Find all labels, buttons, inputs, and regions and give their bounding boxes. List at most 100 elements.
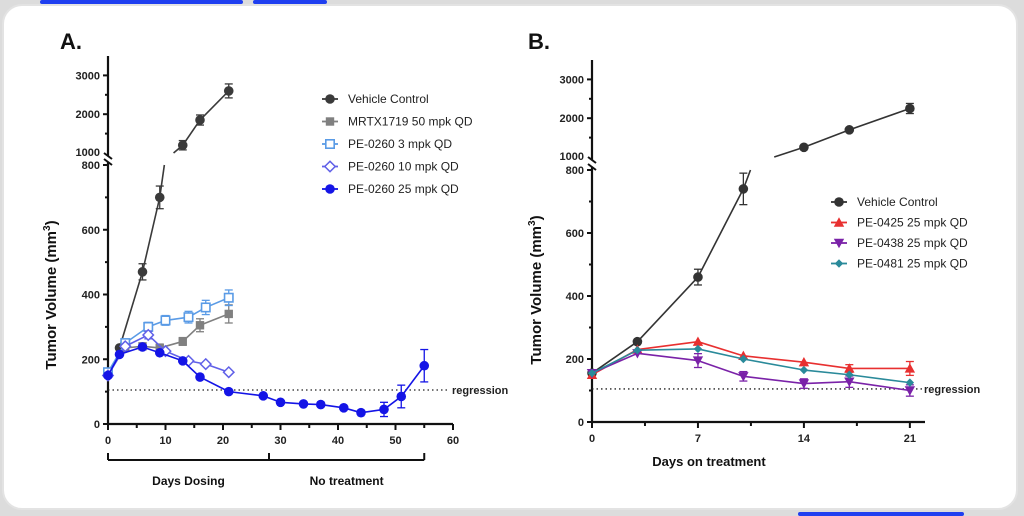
x-tick-label: 0 [589,433,595,445]
data-point [739,354,748,364]
data-point [178,337,187,346]
y-tick-label: 800 [82,160,100,172]
data-point [200,302,211,313]
axis-break-mark [587,156,597,164]
legend-marker-icon [834,197,844,207]
data-point [195,372,205,382]
series-line-segment [697,188,745,278]
y-tick-label: 3000 [76,70,100,82]
legend-marker-icon [323,160,337,173]
bracket-days-dosing: Days Dosing [107,453,270,488]
series-line-segment [636,276,699,343]
panel-label-b: B. [528,29,550,54]
y-tick-label: 600 [566,228,584,240]
series-pe-0260-25-mpk-qd [103,342,430,418]
data-point [844,363,855,373]
data-point [155,343,164,353]
data-point [195,321,205,330]
data-point [693,344,703,354]
data-point [118,340,132,353]
series-line-segment [118,271,144,349]
data-point [844,377,855,387]
data-point [632,336,643,347]
data-point [103,370,113,381]
data-point [137,267,148,277]
figure-card [2,4,1018,510]
y-tick-label: 0 [94,419,100,431]
data-point [798,379,810,389]
series-line-segment [803,369,850,376]
data-point [738,372,749,382]
legend-marker-icon [325,117,335,126]
legend-item: Vehicle Control [831,195,938,209]
legend-item: PE-0481 25 mpk QD [831,257,968,271]
legend-item: PE-0260 10 mpk QD [322,160,459,174]
x-tick-label: 14 [798,433,811,445]
data-point [379,404,389,415]
chart-panel-b: B. Tumor Volume (mm3) Days on treatment … [527,29,981,469]
x-tick-label: 20 [217,435,229,447]
data-point [223,386,234,397]
series-vehicle-control [114,83,234,353]
axis-break-mark [103,158,113,166]
data-point [904,386,916,396]
data-point [141,328,155,342]
data-point [693,272,703,282]
scroll-indicator-bottom[interactable] [798,512,964,516]
data-point [222,365,236,379]
data-point [199,357,213,371]
y-tick-label: 800 [566,165,584,177]
data-point [177,356,188,366]
legend-label: PE-0438 25 mpk QD [857,236,968,250]
data-point [799,142,809,153]
series-line-segment [697,359,744,378]
series-line-segment [199,90,230,121]
series-line-segment [743,355,804,363]
data-point [154,347,165,358]
data-point [798,356,810,367]
data-point [114,349,125,360]
series-line-segment [849,107,911,131]
series-vehicle-control [587,102,915,378]
series-line-segment [743,358,805,371]
scroll-indicator-top-right[interactable] [253,0,327,4]
x-tick-label: 7 [695,433,701,445]
series-line-segment [591,349,638,374]
data-point [692,336,704,346]
y-tick-label: 400 [82,290,100,302]
series-line-segment [849,373,910,384]
data-point [223,86,234,96]
series-line-segment [743,375,805,385]
data-point [419,360,430,371]
y-tick-label: 2000 [76,109,100,121]
series-line-segment [637,352,699,362]
data-point [396,391,407,402]
x-tick-label: 60 [447,435,459,447]
legend-label: PE-0260 10 mpk QD [348,160,459,174]
data-point [315,399,326,410]
y-axis-label-b: Tumor Volume (mm3) [527,215,545,364]
regression-label: regression [924,384,981,396]
x-tick-label: 40 [332,435,344,447]
y-axis-label-a: Tumor Volume (mm3) [42,220,60,369]
legend-label: Vehicle Control [348,92,429,106]
x-axis-label-b: Days on treatment [652,454,766,469]
legend-label: MRTX1719 50 mpk QD [348,115,473,129]
bracket-no-treatment: No treatment [268,453,426,488]
series-pe-0438-25-mpk-qd [586,349,916,397]
series-line-segment [141,197,161,273]
data-point [738,184,749,194]
data-point [137,342,148,352]
series-line-segment [199,376,230,393]
legend-marker-icon [833,217,845,227]
series-line-segment [158,164,166,198]
bracket-label: No treatment [310,474,384,488]
series-line-segment [199,313,230,327]
legend-item: PE-0438 25 mpk QD [831,236,968,250]
data-point [224,309,233,319]
legend-marker-icon [325,94,335,104]
scroll-indicator-top-left[interactable] [40,0,243,4]
y-tick-label: 400 [566,291,584,303]
x-tick-label: 30 [274,435,286,447]
